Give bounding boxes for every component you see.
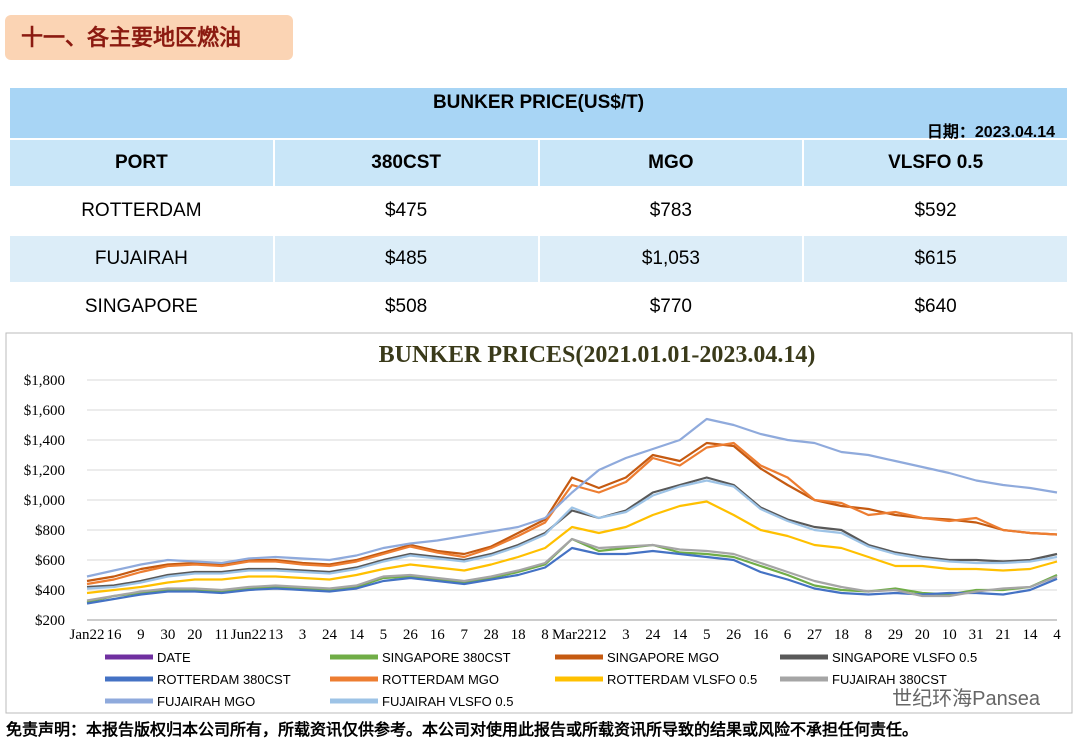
y-tick-label: $400: [35, 583, 65, 599]
series-line: [86, 537, 1058, 602]
x-tick-label: 30: [160, 627, 175, 643]
series-line: [86, 546, 1058, 605]
series-line: [86, 479, 1058, 590]
series-line: [86, 500, 1058, 595]
x-tick-label: 4: [1053, 627, 1061, 643]
y-tick-label: $200: [35, 613, 65, 629]
cell: $475: [274, 188, 538, 234]
x-tick-label: Mar22: [552, 627, 592, 643]
chart-frame: [5, 332, 1073, 714]
x-tick-label: 6: [784, 627, 792, 643]
x-tick-label: 16: [430, 627, 446, 643]
series-line: [86, 417, 1058, 578]
y-tick-label: $1,000: [24, 493, 65, 509]
legend-label: SINGAPORE VLSFO 0.5: [832, 650, 977, 665]
x-tick-label: 18: [834, 627, 849, 643]
x-tick-label: 20: [187, 627, 202, 643]
x-tick-label: 3: [622, 627, 630, 643]
legend-label: FUJAIRAH VLSFO 0.5: [382, 694, 513, 709]
series-line: [86, 441, 1058, 586]
header-row: PORT 380CST MGO VLSFO 0.5: [10, 140, 1067, 186]
x-tick-label: 20: [915, 627, 930, 643]
legend-label: FUJAIRAH 380CST: [832, 672, 947, 687]
disclaimer: 免责声明：本报告版权归本公司所有，所载资讯仅供参考。本公司对使用此报告或所载资讯…: [6, 722, 919, 739]
section-header: 十一、各主要地区燃油: [5, 15, 293, 60]
table-row: SINGAPORE $508 $770 $640: [10, 284, 1067, 330]
legend-label: ROTTERDAM VLSFO 0.5: [607, 672, 757, 687]
x-tick-label: 31: [969, 627, 984, 643]
x-tick-label: 21: [996, 627, 1011, 643]
cell: $485: [274, 236, 538, 282]
col-header: MGO: [539, 140, 803, 186]
col-header: 380CST: [274, 140, 538, 186]
series-line: [86, 441, 1058, 583]
table-title-row: BUNKER PRICE(US$/T) 日期：2023.04.14: [10, 88, 1067, 141]
col-header: PORT: [10, 140, 273, 186]
x-tick-label: 3: [299, 627, 307, 643]
x-tick-label: 16: [753, 627, 769, 643]
watermark: 世纪环海Pansea: [892, 687, 1041, 710]
legend-label: SINGAPORE MGO: [607, 650, 719, 665]
legend-label: FUJAIRAH MGO: [157, 694, 255, 709]
x-tick-label: Jun22: [231, 627, 267, 643]
x-tick-label: 26: [726, 627, 742, 643]
cell: $770: [539, 284, 803, 330]
y-tick-label: $1,800: [24, 373, 65, 389]
y-tick-label: $600: [35, 553, 65, 569]
x-tick-label: 14: [349, 627, 365, 643]
x-tick-label: 18: [511, 627, 526, 643]
x-tick-label: 14: [672, 627, 688, 643]
x-tick-label: 8: [541, 627, 549, 643]
cell: $783: [539, 188, 803, 234]
x-tick-label: 28: [484, 627, 499, 643]
y-tick-label: $800: [35, 523, 65, 539]
x-tick-label: 11: [214, 627, 228, 643]
x-tick-label: 9: [137, 627, 145, 643]
series-line: [86, 476, 1058, 589]
cell: SINGAPORE: [10, 284, 273, 330]
x-tick-label: 5: [380, 627, 388, 643]
x-tick-label: 12: [591, 627, 606, 643]
x-tick-label: 8: [865, 627, 873, 643]
legend-label: ROTTERDAM MGO: [382, 672, 499, 687]
y-tick-label: $1,600: [24, 403, 65, 419]
chart-title: BUNKER PRICES(2021.01.01-2023.04.14): [379, 342, 816, 368]
table-title: BUNKER PRICE(US$/T): [432, 92, 645, 113]
price-table: BUNKER PRICE(US$/T) 日期：2023.04.14 PORT 38…: [10, 88, 1067, 330]
x-tick-label: 29: [888, 627, 903, 643]
x-tick-label: 14: [1023, 627, 1039, 643]
table-date: 日期：2023.04.14: [926, 124, 1055, 141]
table-row: FUJAIRAH $485 $1,053 $615: [10, 236, 1067, 282]
cell: $508: [274, 284, 538, 330]
legend-label: SINGAPORE 380CST: [382, 650, 511, 665]
cell: $615: [804, 236, 1067, 282]
x-tick-label: 24: [645, 627, 661, 643]
table-row: ROTTERDAM $475 $783 $592: [10, 188, 1067, 234]
cell: $640: [804, 284, 1067, 330]
x-tick-label: 24: [322, 627, 338, 643]
col-header: VLSFO 0.5: [804, 140, 1067, 186]
x-tick-label: 13: [268, 627, 283, 643]
x-tick-label: 5: [703, 627, 711, 643]
x-tick-label: 10: [942, 627, 957, 643]
cell: $1,053: [539, 236, 803, 282]
cell: $592: [804, 188, 1067, 234]
x-tick-label: Jan22: [70, 627, 105, 643]
y-tick-label: $1,200: [24, 463, 65, 479]
y-tick-label: $1,400: [24, 433, 65, 449]
cell: ROTTERDAM: [10, 188, 273, 234]
x-tick-label: 26: [403, 627, 419, 643]
cell: FUJAIRAH: [10, 236, 273, 282]
x-tick-label: 7: [460, 627, 468, 643]
legend-label: DATE: [157, 650, 191, 665]
x-tick-label: 27: [807, 627, 823, 643]
x-tick-label: 16: [106, 627, 122, 643]
legend-label: ROTTERDAM 380CST: [157, 672, 291, 687]
